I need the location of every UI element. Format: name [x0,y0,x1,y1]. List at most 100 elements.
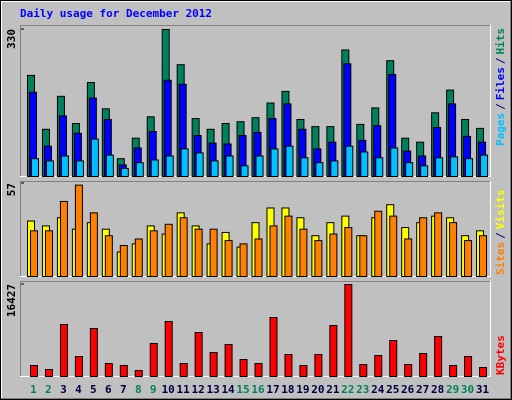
bar [134,238,143,277]
x-tick-label: 24 [371,383,385,396]
bar [180,148,189,178]
bar [420,165,429,178]
bar [89,212,98,278]
bar [239,359,248,378]
bar [240,165,249,178]
bar [285,145,294,177]
bar [149,230,158,278]
bar [314,240,323,278]
x-tick-label: 20 [311,383,324,396]
bar [104,363,113,378]
bar [300,157,309,177]
bar [330,160,339,177]
bar [315,162,324,177]
bar [194,332,203,378]
bar [284,215,293,277]
bar [329,233,338,277]
bar [45,160,54,177]
bar [105,154,114,177]
bar [479,235,488,277]
chart-title: Daily usage for December 2012 [20,7,212,20]
bar [224,240,233,278]
x-tick-label: 15 [236,383,249,396]
bar [359,235,368,277]
legend-entry: Files [494,67,507,100]
bar [134,370,143,378]
bar [149,343,158,378]
bar [104,235,113,277]
bar [89,327,98,377]
bar [60,155,69,178]
bar [165,155,174,178]
x-tick-label: 9 [150,383,157,396]
bar [195,152,204,178]
x-tick-label: 3 [60,383,67,396]
bar [284,354,293,378]
bar [164,321,173,378]
bar [344,227,353,277]
x-tick-label: 10 [162,383,175,396]
x-tick-label: 5 [90,383,97,396]
bar [44,230,53,278]
bar [434,212,443,278]
x-tick-label: 25 [386,383,399,396]
legend: Sites / Visits [494,190,507,276]
bar [299,365,308,378]
x-tick-label: 1 [30,383,37,396]
bar [225,155,234,178]
bar [254,363,263,378]
bar [389,339,398,377]
x-tick-label: 16 [251,383,265,396]
x-tick-label: 12 [192,383,205,396]
panel [20,281,491,377]
bar [74,184,83,277]
bar [179,363,188,378]
y-tick-label: 16427 [5,284,18,317]
bar [210,160,219,177]
x-tick-label: 18 [281,383,294,396]
bar [435,157,444,177]
y-tick-label: 57 [5,183,18,196]
bar [59,323,68,377]
bar [314,354,323,378]
bar [479,366,488,377]
x-tick-label: 23 [356,383,369,396]
bar [255,155,264,178]
bar [464,240,473,278]
bar [404,238,413,277]
bar [375,157,384,177]
x-tick-label: 13 [206,383,219,396]
x-tick-label: 31 [476,383,490,396]
bar [119,245,128,277]
x-tick-label: 14 [221,383,235,396]
bar [360,151,369,177]
bar [119,365,128,378]
bar [269,225,278,277]
x-tick-label: 27 [416,383,429,396]
bar [269,316,278,377]
bar [179,217,188,277]
x-tick-label: 17 [266,383,279,396]
bar [44,368,53,377]
bar [329,325,338,378]
bar [405,162,414,177]
legend-separator: / [494,57,507,64]
bar [389,215,398,277]
bar [30,365,38,378]
bar [209,352,218,378]
y-tick-label: 330 [5,29,18,49]
x-tick-label: 28 [431,383,444,396]
bar [345,145,354,177]
bar [75,160,84,177]
legend-entry: Hits [494,28,507,55]
bar [30,230,38,278]
x-tick-label: 2 [45,383,52,396]
bar [209,228,218,277]
bar [239,243,248,278]
bar [390,147,399,177]
legend-entry: Visits [494,190,507,230]
x-tick-label: 22 [341,383,354,396]
bar [419,352,428,377]
x-tick-label: 29 [446,383,459,396]
